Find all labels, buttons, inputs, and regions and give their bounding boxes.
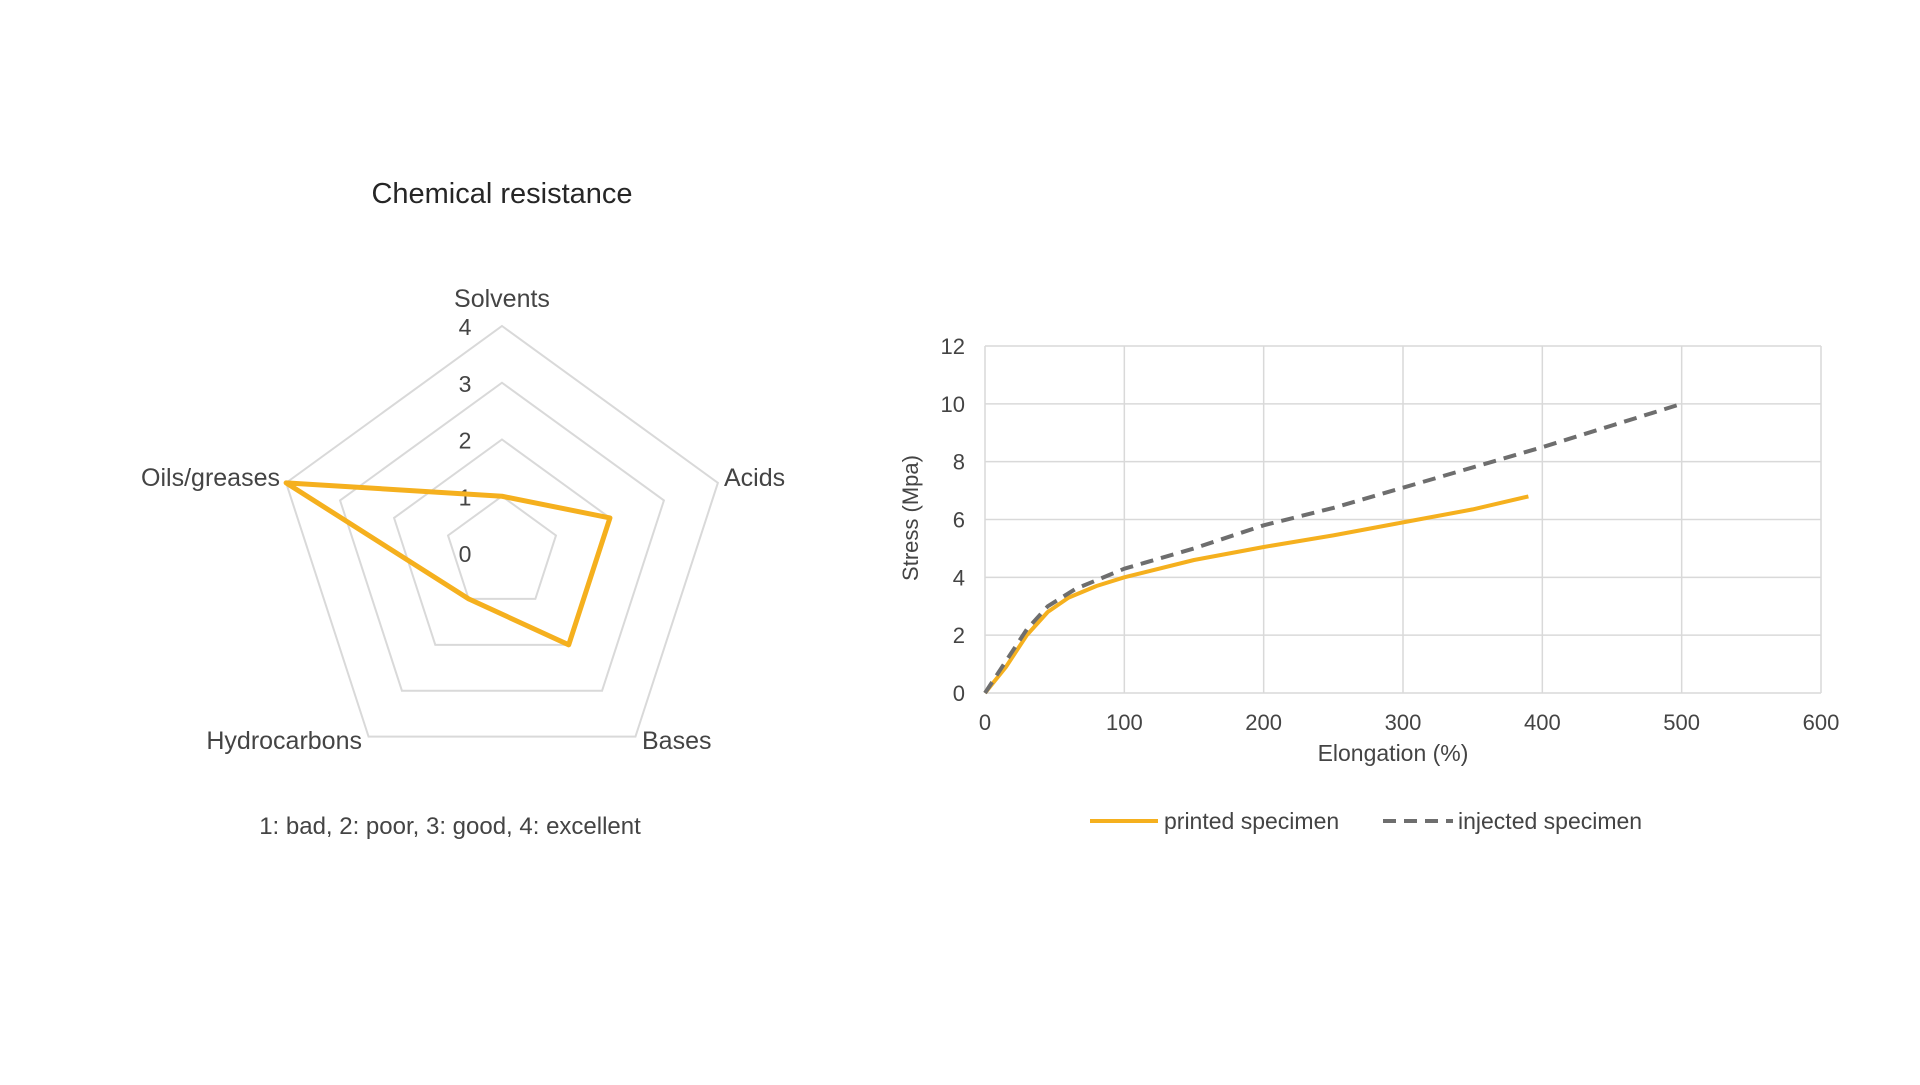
x-tick-label: 600 xyxy=(1803,710,1840,735)
radar-grid xyxy=(286,326,718,737)
line-series xyxy=(985,404,1682,693)
x-tick-label: 400 xyxy=(1524,710,1561,735)
radar-tick-label: 4 xyxy=(459,314,472,340)
radar-series-line xyxy=(286,483,610,645)
radar-axis-label: Acids xyxy=(724,464,785,492)
y-tick-label: 8 xyxy=(953,450,965,475)
x-tick-label: 100 xyxy=(1106,710,1143,735)
radar-chart: Chemical resistance 0 1 2 3 4 Solvents Acids B… xyxy=(141,178,785,840)
legend-label-printed: printed specimen xyxy=(1164,808,1339,834)
x-axis-label: Elongation (%) xyxy=(1318,740,1469,766)
x-tick-label: 300 xyxy=(1385,710,1422,735)
y-tick-label: 10 xyxy=(941,392,965,417)
radar-tick-label: 1 xyxy=(459,484,472,510)
legend: printed specimen injected specimen xyxy=(1090,808,1642,834)
radar-axis-label: Bases xyxy=(642,727,711,755)
legend-item-printed: printed specimen xyxy=(1090,808,1339,834)
radar-axis-label: Solvents xyxy=(454,285,550,313)
x-tick-label: 0 xyxy=(979,710,991,735)
radar-tick-label: 3 xyxy=(459,371,472,397)
radar-axis-label: Hydrocarbons xyxy=(206,727,362,755)
radar-tick-label: 0 xyxy=(459,541,472,567)
series-line-injected xyxy=(985,404,1682,693)
line-grid xyxy=(985,346,1821,693)
y-tick-label: 4 xyxy=(953,565,965,590)
x-tick-label: 200 xyxy=(1245,710,1282,735)
legend-label-injected: injected specimen xyxy=(1458,808,1642,834)
line-chart: 0 100 200 300 400 500 600 0 2 4 6 8 10 12 Elongation… xyxy=(898,334,1839,834)
radar-title: Chemical resistance xyxy=(371,178,632,210)
radar-tick-label: 2 xyxy=(459,428,472,454)
y-tick-label: 0 xyxy=(953,681,965,706)
legend-item-injected: injected specimen xyxy=(1383,808,1642,834)
x-tick-labels: 0 100 200 300 400 500 600 xyxy=(979,710,1839,735)
radar-note: 1: bad, 2: poor, 3: good, 4: excellent xyxy=(259,813,641,840)
y-tick-label: 2 xyxy=(953,623,965,648)
y-tick-label: 12 xyxy=(941,334,965,359)
x-tick-label: 500 xyxy=(1663,710,1700,735)
y-tick-label: 6 xyxy=(953,508,965,533)
radar-series xyxy=(286,483,610,645)
y-tick-labels: 0 2 4 6 8 10 12 xyxy=(941,334,965,706)
radar-axis-label: Oils/greases xyxy=(141,464,280,492)
y-axis-label: Stress (Mpa) xyxy=(898,455,923,581)
